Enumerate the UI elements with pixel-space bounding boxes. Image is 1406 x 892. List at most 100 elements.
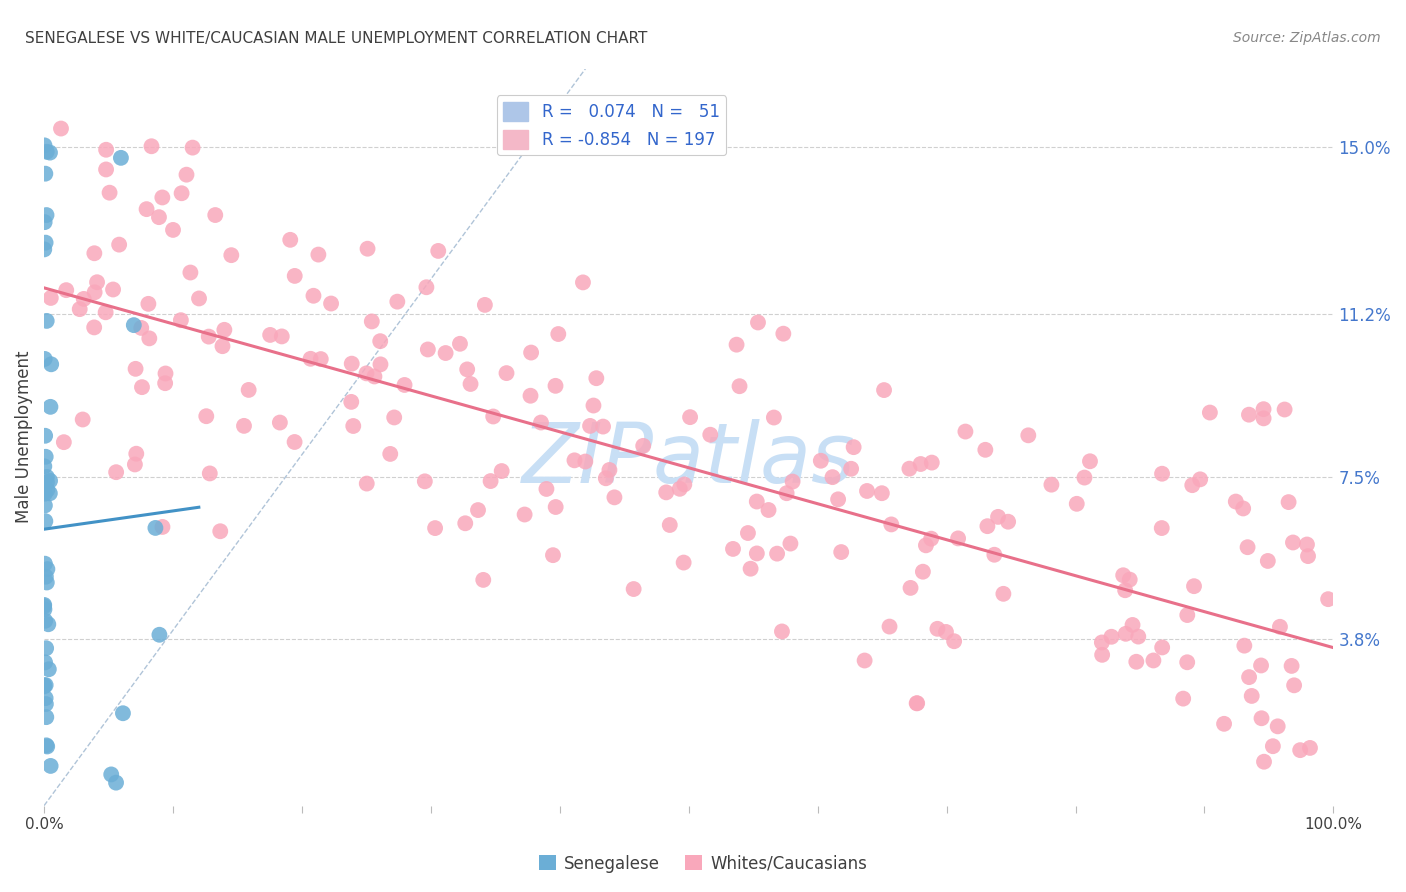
Point (34, 678, 56, 692)
Point (460, 376, 482, 391)
Point (1101, 630, 1123, 644)
Point (135, 202, 157, 216)
Point (976, 519, 998, 533)
Point (69, 302, 91, 317)
Point (198, 467, 221, 481)
Point (1282, 678, 1305, 692)
Point (873, 383, 896, 397)
Point (340, 357, 363, 371)
Point (955, 425, 977, 439)
Point (152, 520, 174, 534)
Point (1237, 408, 1260, 422)
Point (1281, 659, 1303, 673)
Point (915, 538, 938, 552)
Point (1173, 691, 1195, 706)
Point (195, 409, 218, 424)
Point (582, 399, 605, 413)
Point (1268, 620, 1291, 634)
Point (307, 247, 329, 261)
Point (309, 352, 332, 367)
Point (920, 532, 942, 546)
Point (870, 486, 893, 500)
Point (725, 337, 748, 351)
Point (356, 242, 378, 256)
Point (1182, 579, 1205, 593)
Point (39, 145, 62, 160)
Point (39, 291, 62, 305)
Point (35, 710, 58, 724)
Point (472, 573, 495, 587)
Point (278, 233, 301, 247)
Legend: R =   0.074   N =   51, R = -0.854   N = 197: R = 0.074 N = 51, R = -0.854 N = 197 (496, 95, 727, 155)
Point (37, 483, 59, 497)
Point (38, 486, 60, 500)
Point (382, 410, 405, 425)
Point (943, 634, 966, 648)
Point (772, 326, 794, 341)
Point (1078, 454, 1101, 468)
Point (1073, 470, 1095, 484)
Text: ZIPatlas: ZIPatlas (522, 418, 856, 500)
Point (302, 289, 325, 303)
Point (39, 759, 62, 773)
Point (105, 465, 128, 479)
Point (363, 369, 385, 384)
Point (1317, 592, 1340, 607)
Point (921, 456, 943, 470)
Text: Source: ZipAtlas.com: Source: ZipAtlas.com (1233, 31, 1381, 45)
Point (34, 656, 56, 670)
Point (35, 739, 58, 753)
Text: SENEGALESE VS WHITE/CAUCASIAN MALE UNEMPLOYMENT CORRELATION CHART: SENEGALESE VS WHITE/CAUCASIAN MALE UNEMP… (25, 31, 648, 46)
Point (467, 503, 489, 517)
Point (728, 379, 751, 393)
Point (1114, 583, 1136, 598)
Point (32, 679, 55, 693)
Point (513, 508, 536, 522)
Point (1250, 658, 1272, 673)
Point (530, 416, 553, 430)
Point (35, 450, 58, 464)
Point (1232, 501, 1254, 516)
Point (34, 167, 56, 181)
Point (585, 371, 607, 385)
Point (758, 503, 780, 517)
Point (1213, 716, 1236, 731)
Point (673, 477, 696, 491)
Point (34, 514, 56, 528)
Point (762, 410, 785, 425)
Point (52, 435, 75, 450)
Point (35, 145, 58, 159)
Point (94, 305, 117, 319)
Point (35, 208, 58, 222)
Point (32, 599, 55, 614)
Point (631, 439, 654, 453)
Point (491, 464, 513, 478)
Point (830, 545, 852, 559)
Point (983, 548, 1005, 562)
Point (821, 470, 844, 484)
Point (284, 268, 307, 283)
Point (214, 323, 236, 337)
Point (368, 334, 391, 348)
Point (1277, 495, 1299, 509)
Point (86, 275, 108, 289)
Point (993, 587, 1015, 601)
Point (35, 570, 58, 584)
Point (1115, 627, 1137, 641)
Point (679, 410, 702, 425)
Point (415, 280, 437, 294)
Point (495, 366, 517, 380)
Point (782, 475, 804, 489)
Point (911, 565, 934, 579)
Point (170, 313, 193, 327)
Point (221, 248, 243, 262)
Y-axis label: Male Unemployment: Male Unemployment (15, 351, 32, 524)
Point (72, 412, 94, 426)
Point (129, 321, 152, 335)
Point (150, 190, 173, 204)
Point (269, 416, 291, 430)
Point (32, 243, 55, 257)
Point (1250, 711, 1272, 725)
Point (839, 462, 862, 476)
Point (1274, 402, 1296, 417)
